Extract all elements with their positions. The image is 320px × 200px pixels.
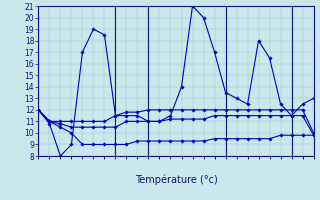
X-axis label: Température (°c): Température (°c) (135, 175, 217, 185)
